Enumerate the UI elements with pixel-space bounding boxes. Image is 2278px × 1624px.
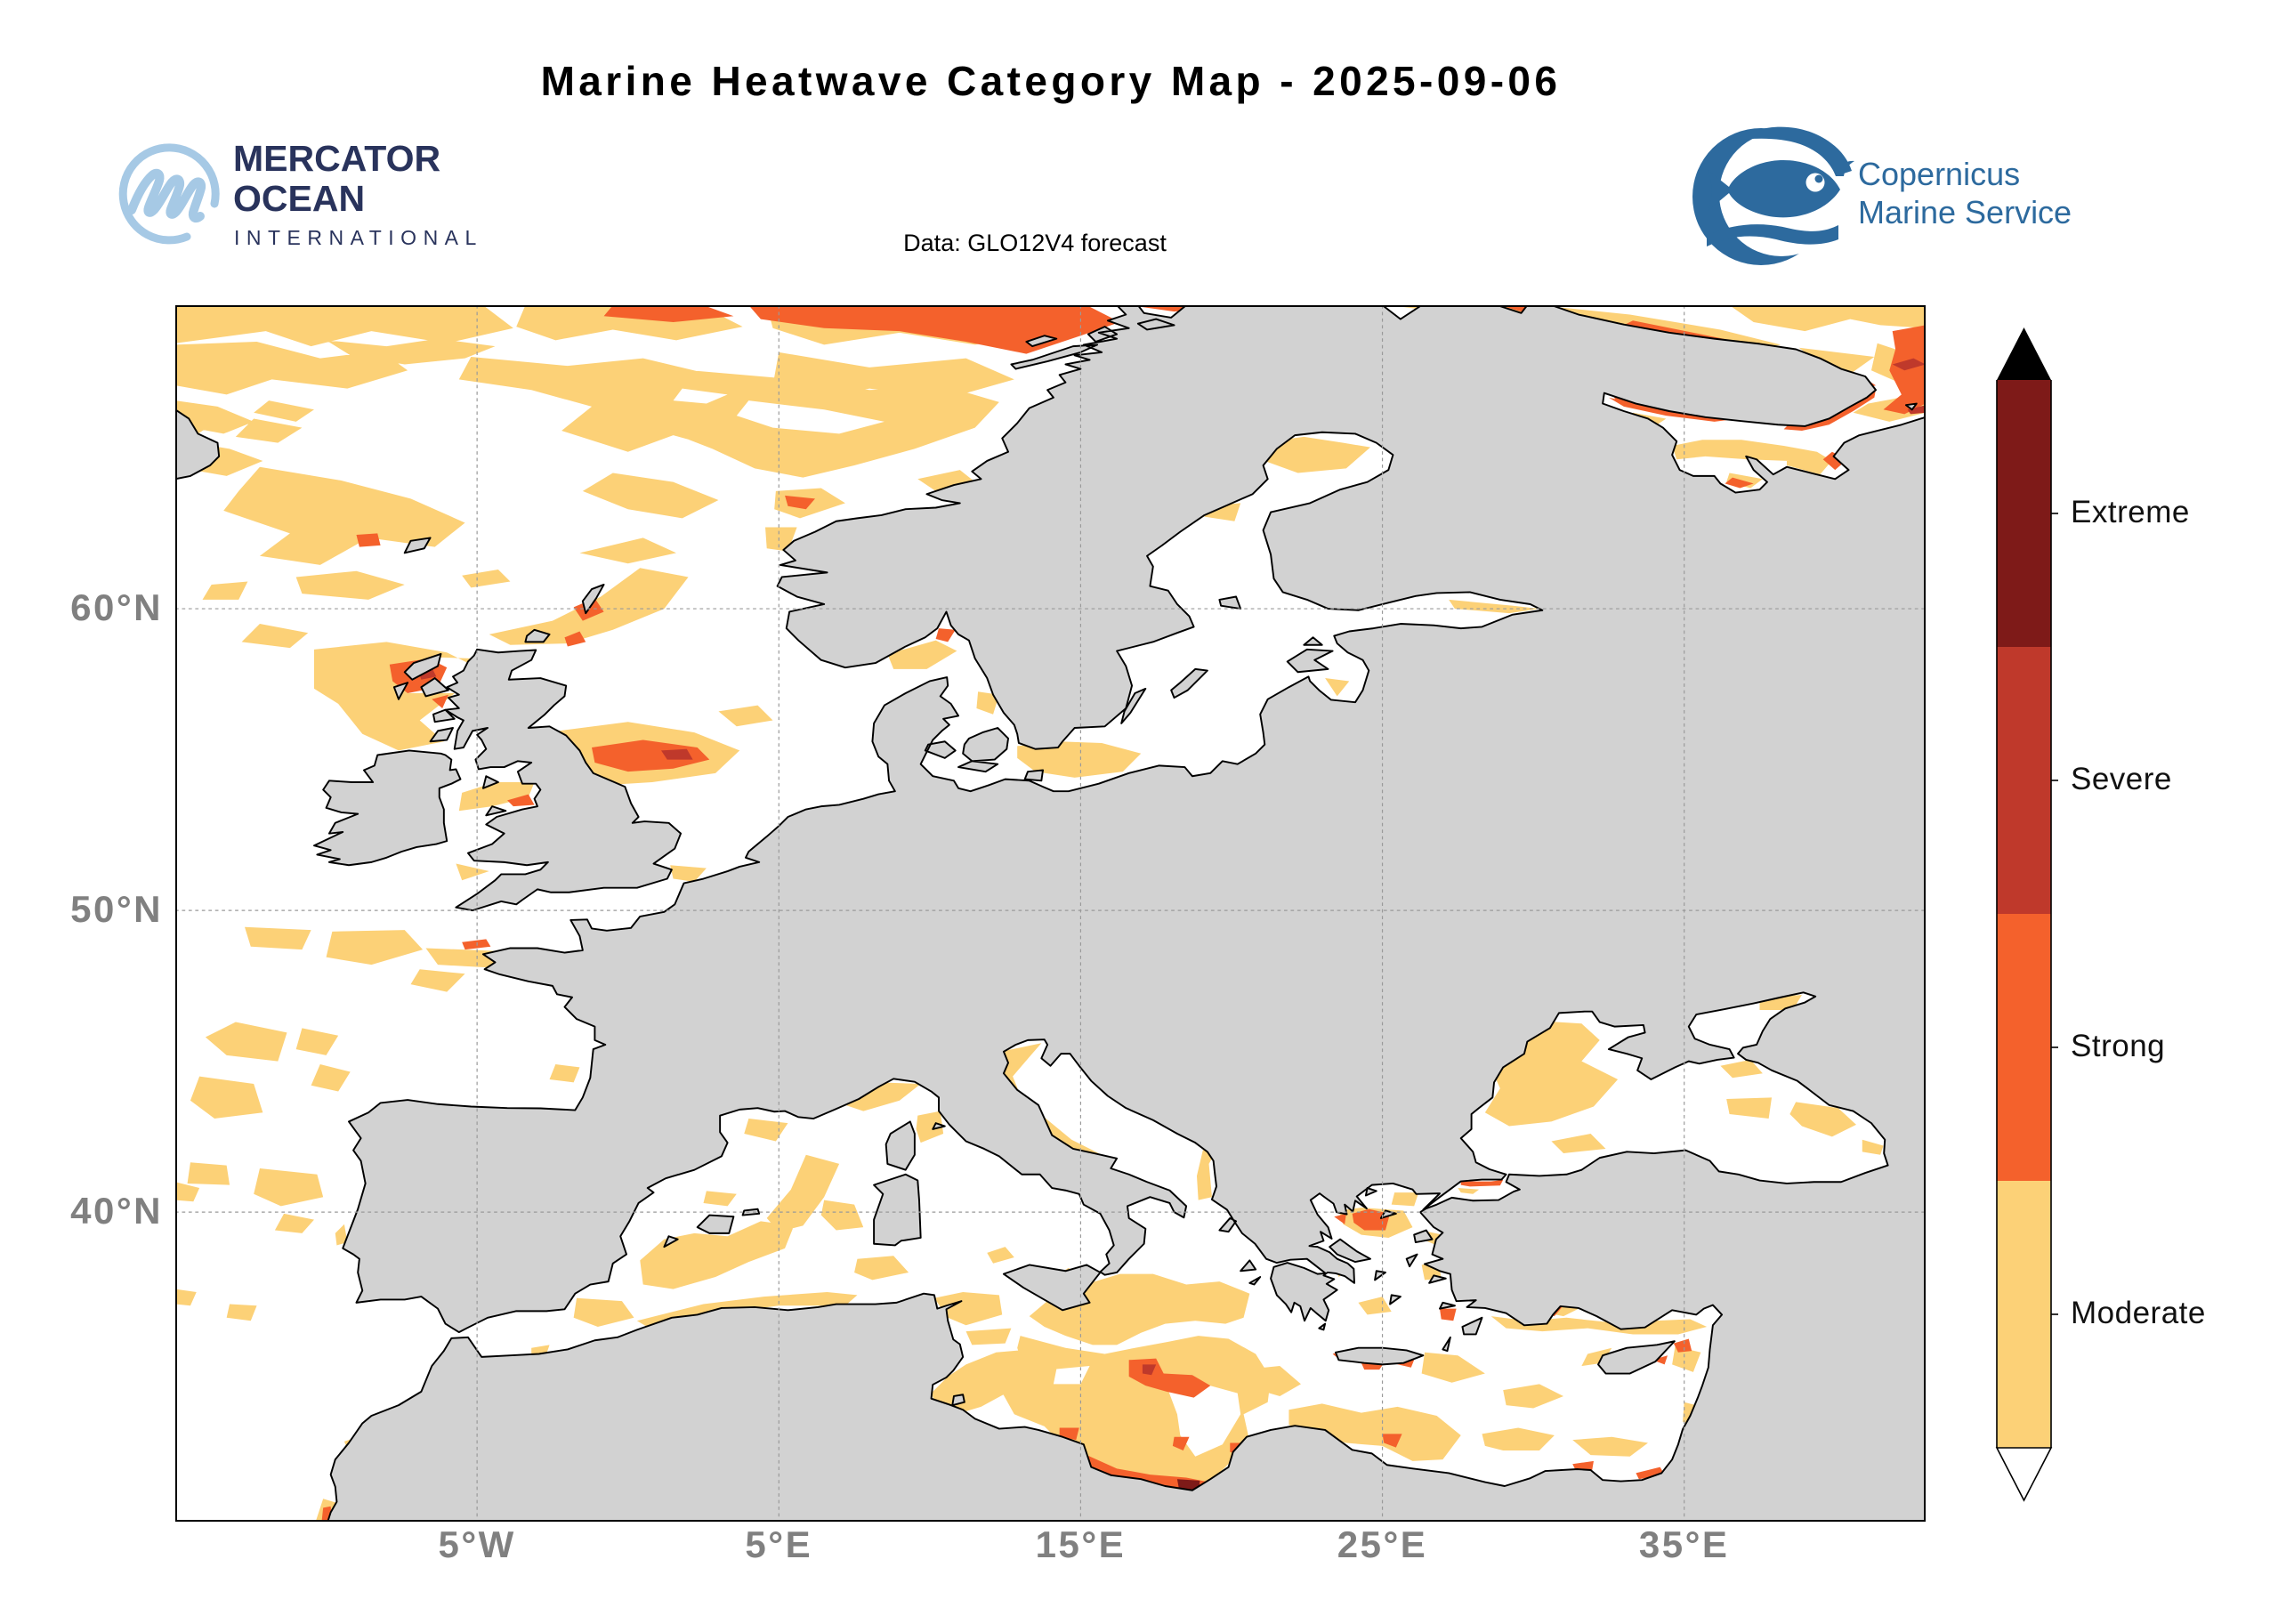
svg-text:INTERNATIONAL: INTERNATIONAL — [234, 226, 483, 249]
svg-text:OCEAN: OCEAN — [233, 178, 365, 219]
svg-text:MERCATOR: MERCATOR — [233, 138, 440, 179]
svg-text:Marine Service: Marine Service — [1858, 194, 2072, 230]
svg-text:Copernicus: Copernicus — [1858, 156, 2020, 192]
